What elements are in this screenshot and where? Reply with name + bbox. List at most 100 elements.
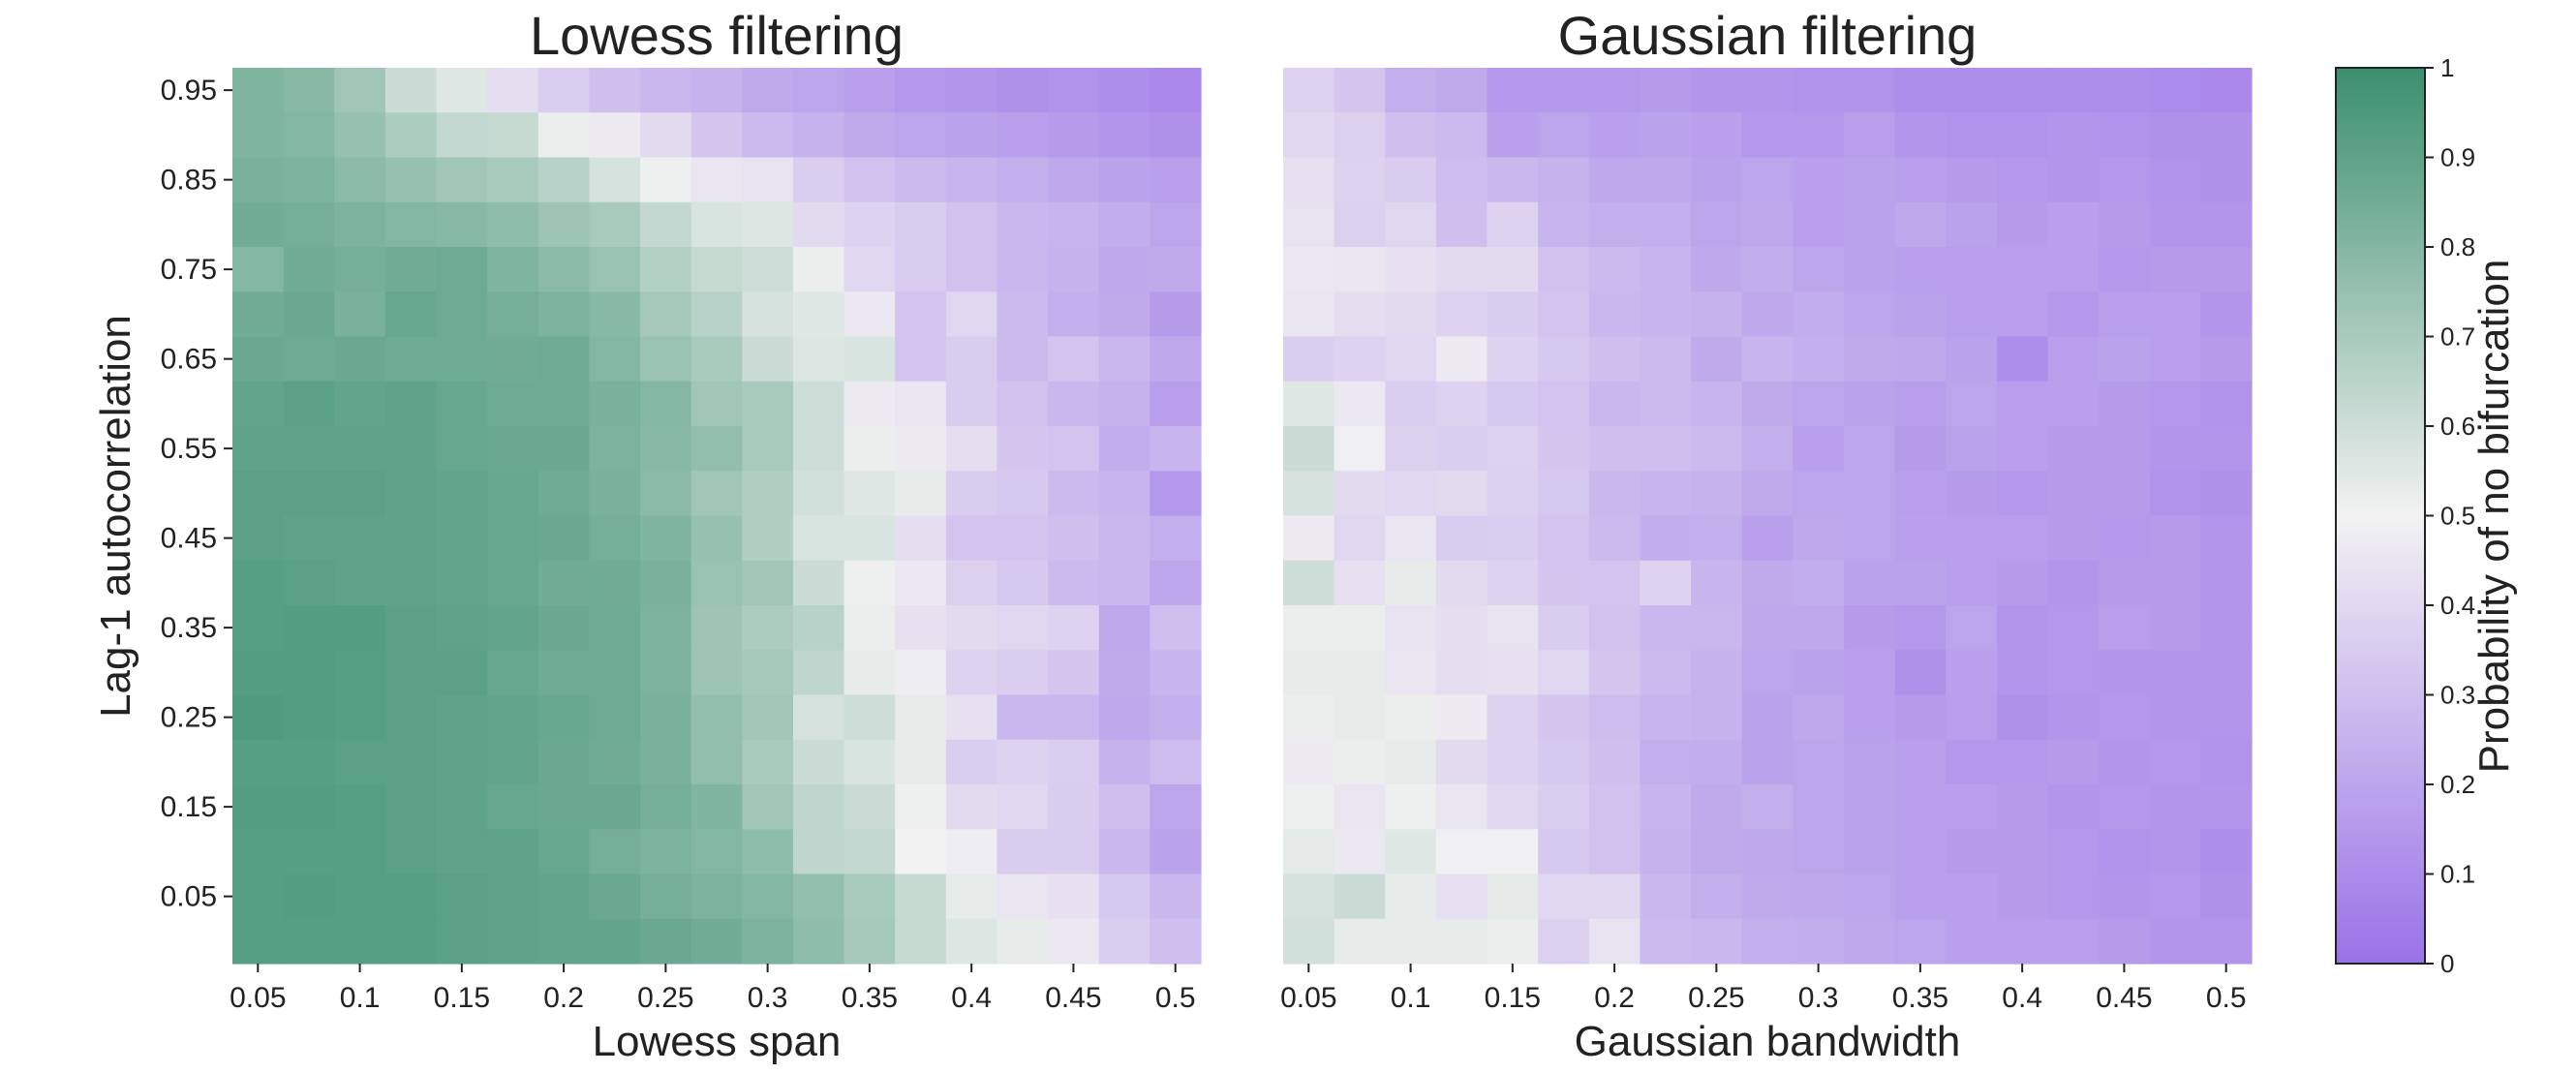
heatmap-cell: [1334, 874, 1386, 920]
heatmap-cell: [997, 291, 1049, 338]
heatmap-cell: [589, 515, 641, 562]
heatmap-cell: [589, 381, 641, 427]
heatmap-cell: [2099, 515, 2151, 562]
heatmap-cell: [997, 336, 1049, 383]
heatmap-cell: [1334, 739, 1386, 785]
heatmap-cell: [997, 605, 1049, 651]
heatmap-cell: [1334, 68, 1386, 113]
heatmap-cell: [1538, 426, 1590, 472]
heatmap-cell: [1385, 112, 1437, 159]
heatmap-cell: [334, 68, 386, 113]
heatmap-cell: [436, 874, 488, 920]
heatmap-cell: [1588, 157, 1641, 203]
heatmap-cell: [1334, 336, 1386, 383]
heatmap-cell: [1946, 784, 1998, 830]
y-tick-label: 0.35: [161, 612, 217, 644]
heatmap-cell: [1894, 739, 1947, 785]
heatmap-cell: [1048, 201, 1100, 248]
heatmap-cell: [690, 874, 743, 920]
x-tick-label: 0.25: [637, 982, 693, 1014]
heatmap-cell: [690, 471, 743, 517]
heatmap-cell: [436, 291, 488, 338]
heatmap-cell: [2149, 784, 2201, 830]
heatmap-cell: [1588, 874, 1641, 920]
heatmap-cell: [1741, 201, 1794, 248]
heatmap-cell: [792, 68, 845, 113]
heatmap-cell: [742, 784, 794, 830]
x-tick-label: 0.2: [1594, 982, 1635, 1014]
heatmap-cell: [1946, 694, 1998, 741]
heatmap-cell: [1741, 560, 1794, 606]
gaussian-heatmap-cells: [1283, 68, 2253, 965]
heatmap-cell: [1894, 874, 1947, 920]
heatmap-cell: [690, 918, 743, 965]
heatmap-cell: [1640, 291, 1692, 338]
heatmap-cell: [945, 426, 998, 472]
heatmap-cell: [2099, 201, 2151, 248]
heatmap-cell: [1385, 784, 1437, 830]
heatmap-cell: [487, 247, 539, 292]
heatmap-cell: [1946, 605, 1998, 651]
heatmap-cell: [1640, 336, 1692, 383]
y-tick-label: 0.25: [161, 702, 217, 734]
heatmap-cell: [1487, 291, 1539, 338]
heatmap-cell: [742, 247, 794, 292]
heatmap-cell: [2047, 247, 2100, 292]
heatmap-cell: [945, 829, 998, 875]
heatmap-cell: [997, 874, 1049, 920]
heatmap-cell: [2047, 471, 2100, 517]
heatmap-cell: [1691, 918, 1743, 965]
heatmap-cell: [1385, 829, 1437, 875]
heatmap-cell: [1048, 739, 1100, 785]
heatmap-cell: [2149, 918, 2201, 965]
heatmap-cell: [1048, 291, 1100, 338]
heatmap-cell: [2047, 201, 2100, 248]
heatmap-cell: [1691, 112, 1743, 159]
heatmap-cell: [1691, 336, 1743, 383]
heatmap-cell: [895, 247, 947, 292]
heatmap-cell: [589, 471, 641, 517]
heatmap-cell: [742, 605, 794, 651]
heatmap-cell: [384, 336, 438, 383]
heatmap-cell: [1150, 918, 1202, 965]
heatmap-cell: [1334, 784, 1386, 830]
y-tick-label: 0.75: [161, 254, 217, 286]
heatmap-cell: [1098, 605, 1150, 651]
heatmap-cell: [487, 291, 539, 338]
heatmap-cell: [2149, 201, 2201, 248]
heatmap-cell: [2149, 336, 2201, 383]
heatmap-cell: [1894, 426, 1947, 472]
heatmap-cell: [997, 560, 1049, 606]
heatmap-cell: [283, 784, 335, 830]
x-tick-label: 0.5: [2206, 982, 2247, 1014]
colorbar-label: Probability of no bifurcation: [2470, 260, 2518, 774]
heatmap-cell: [1283, 739, 1335, 785]
heatmap-cell: [895, 784, 947, 830]
heatmap-cell: [1946, 247, 1998, 292]
heatmap-cell: [1048, 829, 1100, 875]
heatmap-cell: [1435, 247, 1488, 292]
heatmap-cell: [1946, 112, 1998, 159]
heatmap-cell: [1487, 68, 1539, 113]
heatmap-cell: [1793, 515, 1845, 562]
heatmap-cell: [1487, 515, 1539, 562]
heatmap-cell: [283, 829, 335, 875]
heatmap-cell: [589, 605, 641, 651]
heatmap-cell: [640, 739, 692, 785]
heatmap-cell: [1283, 336, 1335, 383]
heatmap-cell: [690, 784, 743, 830]
heatmap-cell: [436, 784, 488, 830]
heatmap-cell: [1487, 918, 1539, 965]
heatmap-cell: [1487, 560, 1539, 606]
heatmap-cell: [283, 201, 335, 248]
heatmap-cell: [283, 426, 335, 472]
heatmap-cell: [1150, 605, 1202, 651]
heatmap-cell: [997, 650, 1049, 696]
heatmap-cell: [487, 560, 539, 606]
heatmap-cell: [2099, 68, 2151, 113]
heatmap-cell: [1048, 112, 1100, 159]
heatmap-cell: [384, 471, 438, 517]
heatmap-cell: [1098, 829, 1150, 875]
heatmap-cell: [1793, 336, 1845, 383]
heatmap-cell: [2099, 739, 2151, 785]
